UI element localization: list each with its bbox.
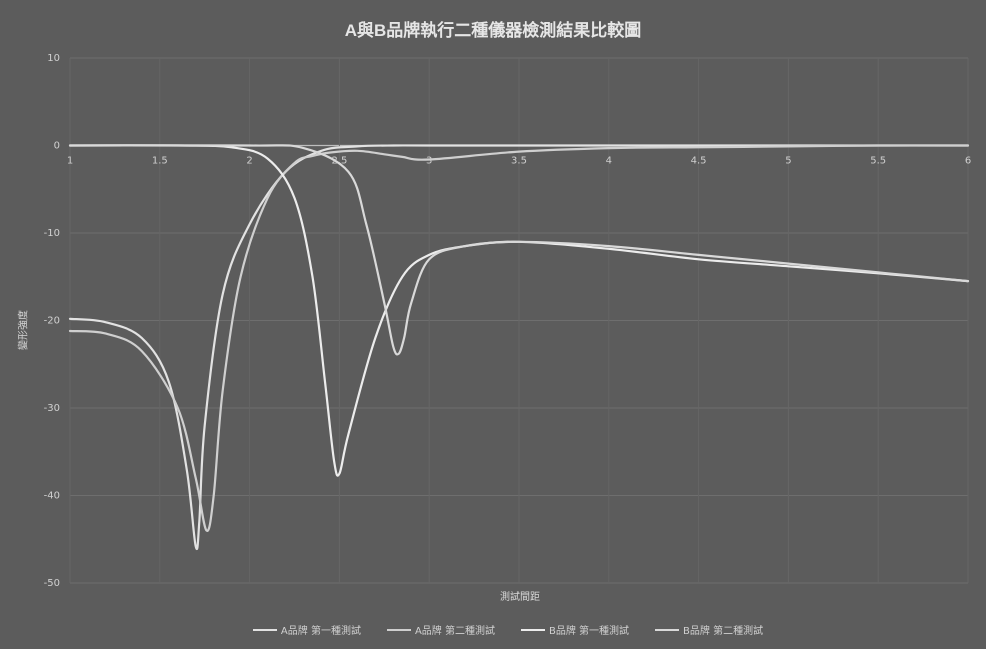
- y-tick-label: 0: [54, 141, 60, 152]
- y-tick-label: -30: [44, 403, 60, 414]
- y-tick-labels: 10 0 -10 -20 -30 -40 -50: [44, 53, 60, 589]
- legend-label: B品牌 第二種測試: [683, 626, 764, 637]
- legend-swatch: [520, 628, 545, 631]
- x-tick-label: 1: [67, 156, 73, 167]
- x-tick-label: 1.5: [152, 156, 168, 167]
- x-tick-label: 5: [785, 156, 791, 167]
- legend-swatch: [386, 628, 411, 631]
- series-line-4: [68, 144, 970, 356]
- x-tick-label: 4: [606, 156, 612, 167]
- y-tick-label: -20: [44, 316, 60, 327]
- legend-label: B品牌 第一種測試: [548, 626, 630, 637]
- x-tick-label: 5.5: [870, 156, 886, 167]
- series-line-2: [68, 144, 970, 532]
- chart-title: A與B品牌執行二種儀器檢測結果比較圖: [344, 21, 642, 40]
- y-tick-label: 10: [47, 53, 60, 64]
- legend-label: A品牌 第一種測試: [280, 626, 361, 637]
- x-tick-labels: 1 1.5 2 2.5 3 3.5 4 4.5 5 5.5 6: [67, 156, 971, 167]
- legend-item-3[interactable]: B品牌 第一種測試: [520, 622, 630, 637]
- x-tick-label: 4.5: [691, 156, 707, 167]
- y-tick-label: -40: [44, 491, 60, 502]
- legend-swatch: [655, 628, 680, 631]
- series-lines: [68, 144, 970, 551]
- x-tick-label: 2.5: [331, 156, 347, 167]
- x-tick-label: 2: [246, 156, 252, 167]
- legend-swatch: [252, 628, 277, 631]
- x-tick-label: 3: [426, 156, 432, 167]
- y-tick-label: -50: [44, 578, 60, 589]
- legend: A品牌 第一種測試 A品牌 第二種測試 B品牌 第一種測試 B品牌 第二種測試: [0, 622, 986, 637]
- legend-item-4[interactable]: B品牌 第二種測試: [655, 622, 763, 637]
- y-tick-label: -10: [44, 228, 60, 239]
- legend-item-1[interactable]: A品牌 第一種測試: [252, 622, 361, 637]
- y-axis-label: 變形強度: [18, 310, 30, 350]
- x-tick-label: 3.5: [511, 156, 527, 167]
- legend-item-2[interactable]: A品牌 第二種測試: [386, 622, 495, 637]
- legend-label: A品牌 第二種測試: [414, 626, 495, 637]
- x-tick-label: 6: [965, 156, 971, 167]
- grid-lines: [69, 57, 969, 584]
- series-line-3: [68, 144, 970, 477]
- x-axis-label: 測試間距: [500, 592, 540, 603]
